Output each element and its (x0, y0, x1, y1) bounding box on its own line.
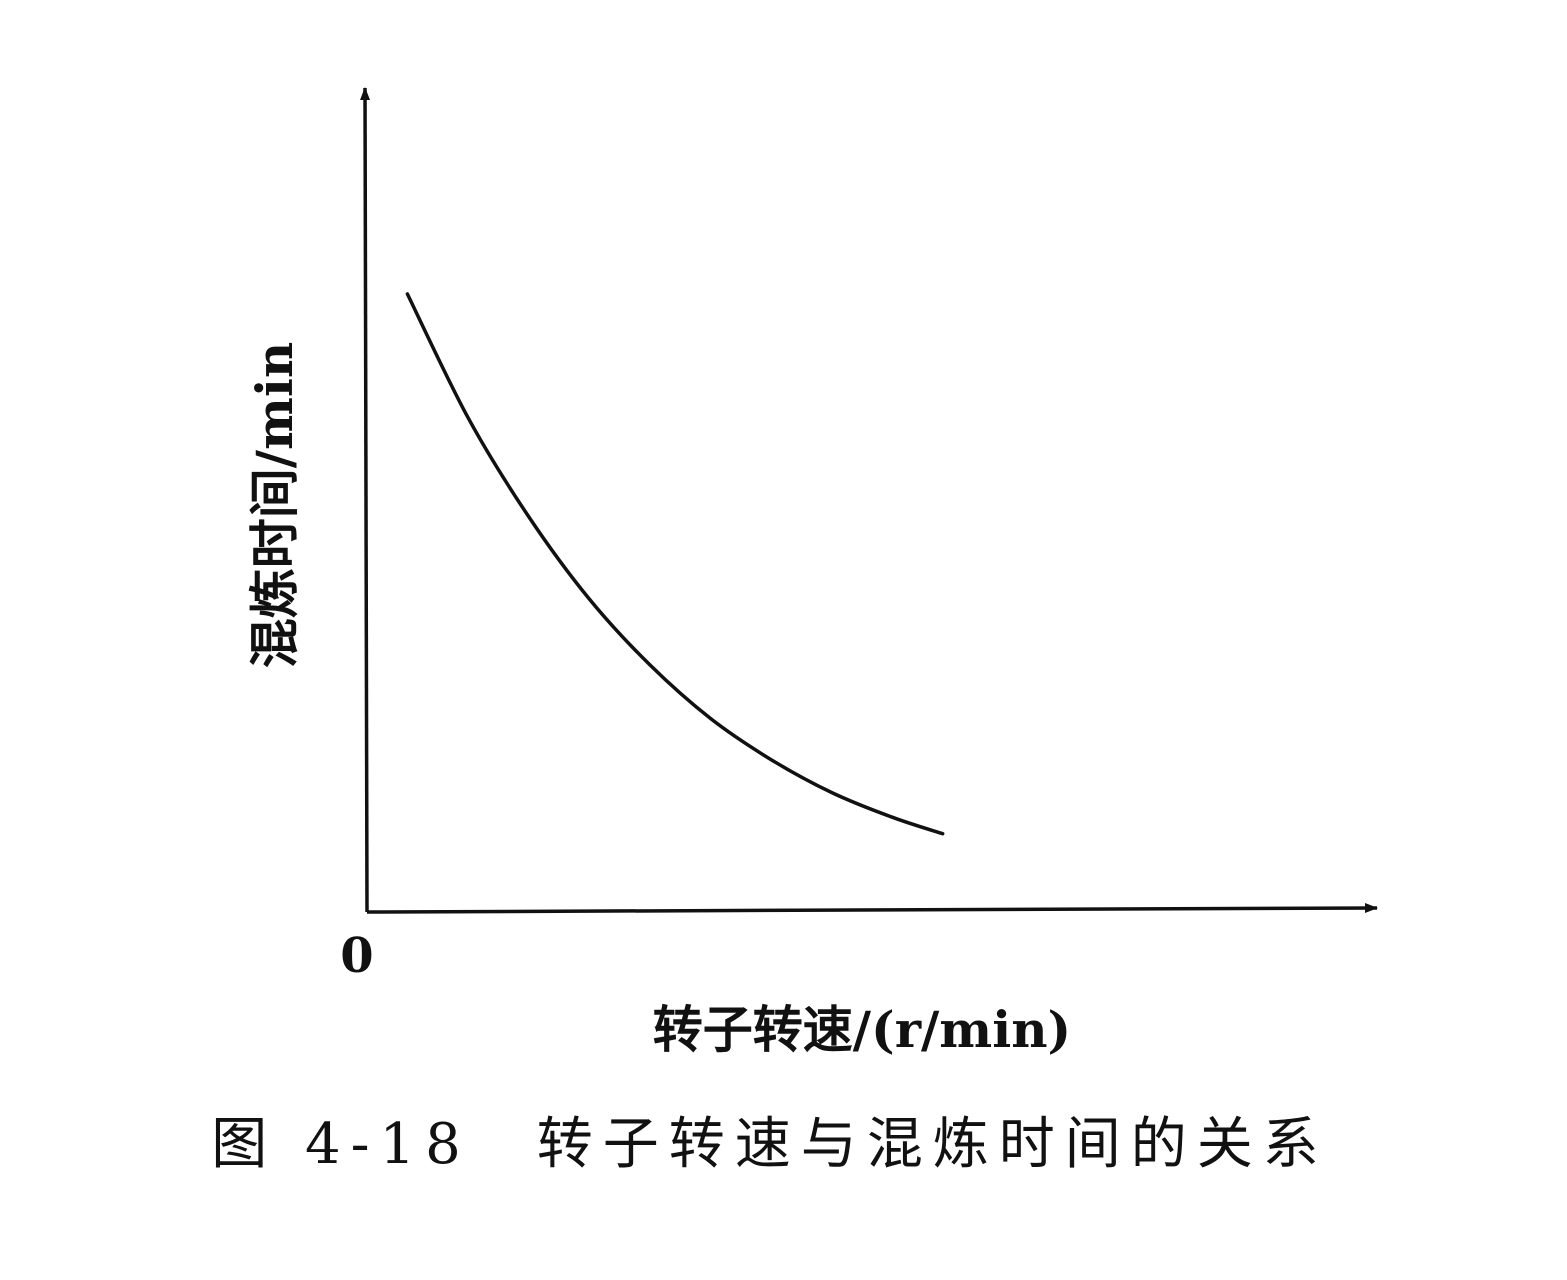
y-axis (360, 87, 371, 913)
x-axis (366, 903, 1378, 914)
x-axis-label: 转子转速/(r/min) (653, 1000, 1071, 1059)
series-layer (405, 292, 945, 836)
y-axis-label: 混炼时间/min (245, 342, 304, 669)
figure-caption: 图 4-18 转子转速与混炼时间的关系 (211, 1112, 1329, 1177)
series-line-0 (405, 292, 945, 836)
origin-label: 0 (340, 928, 373, 984)
